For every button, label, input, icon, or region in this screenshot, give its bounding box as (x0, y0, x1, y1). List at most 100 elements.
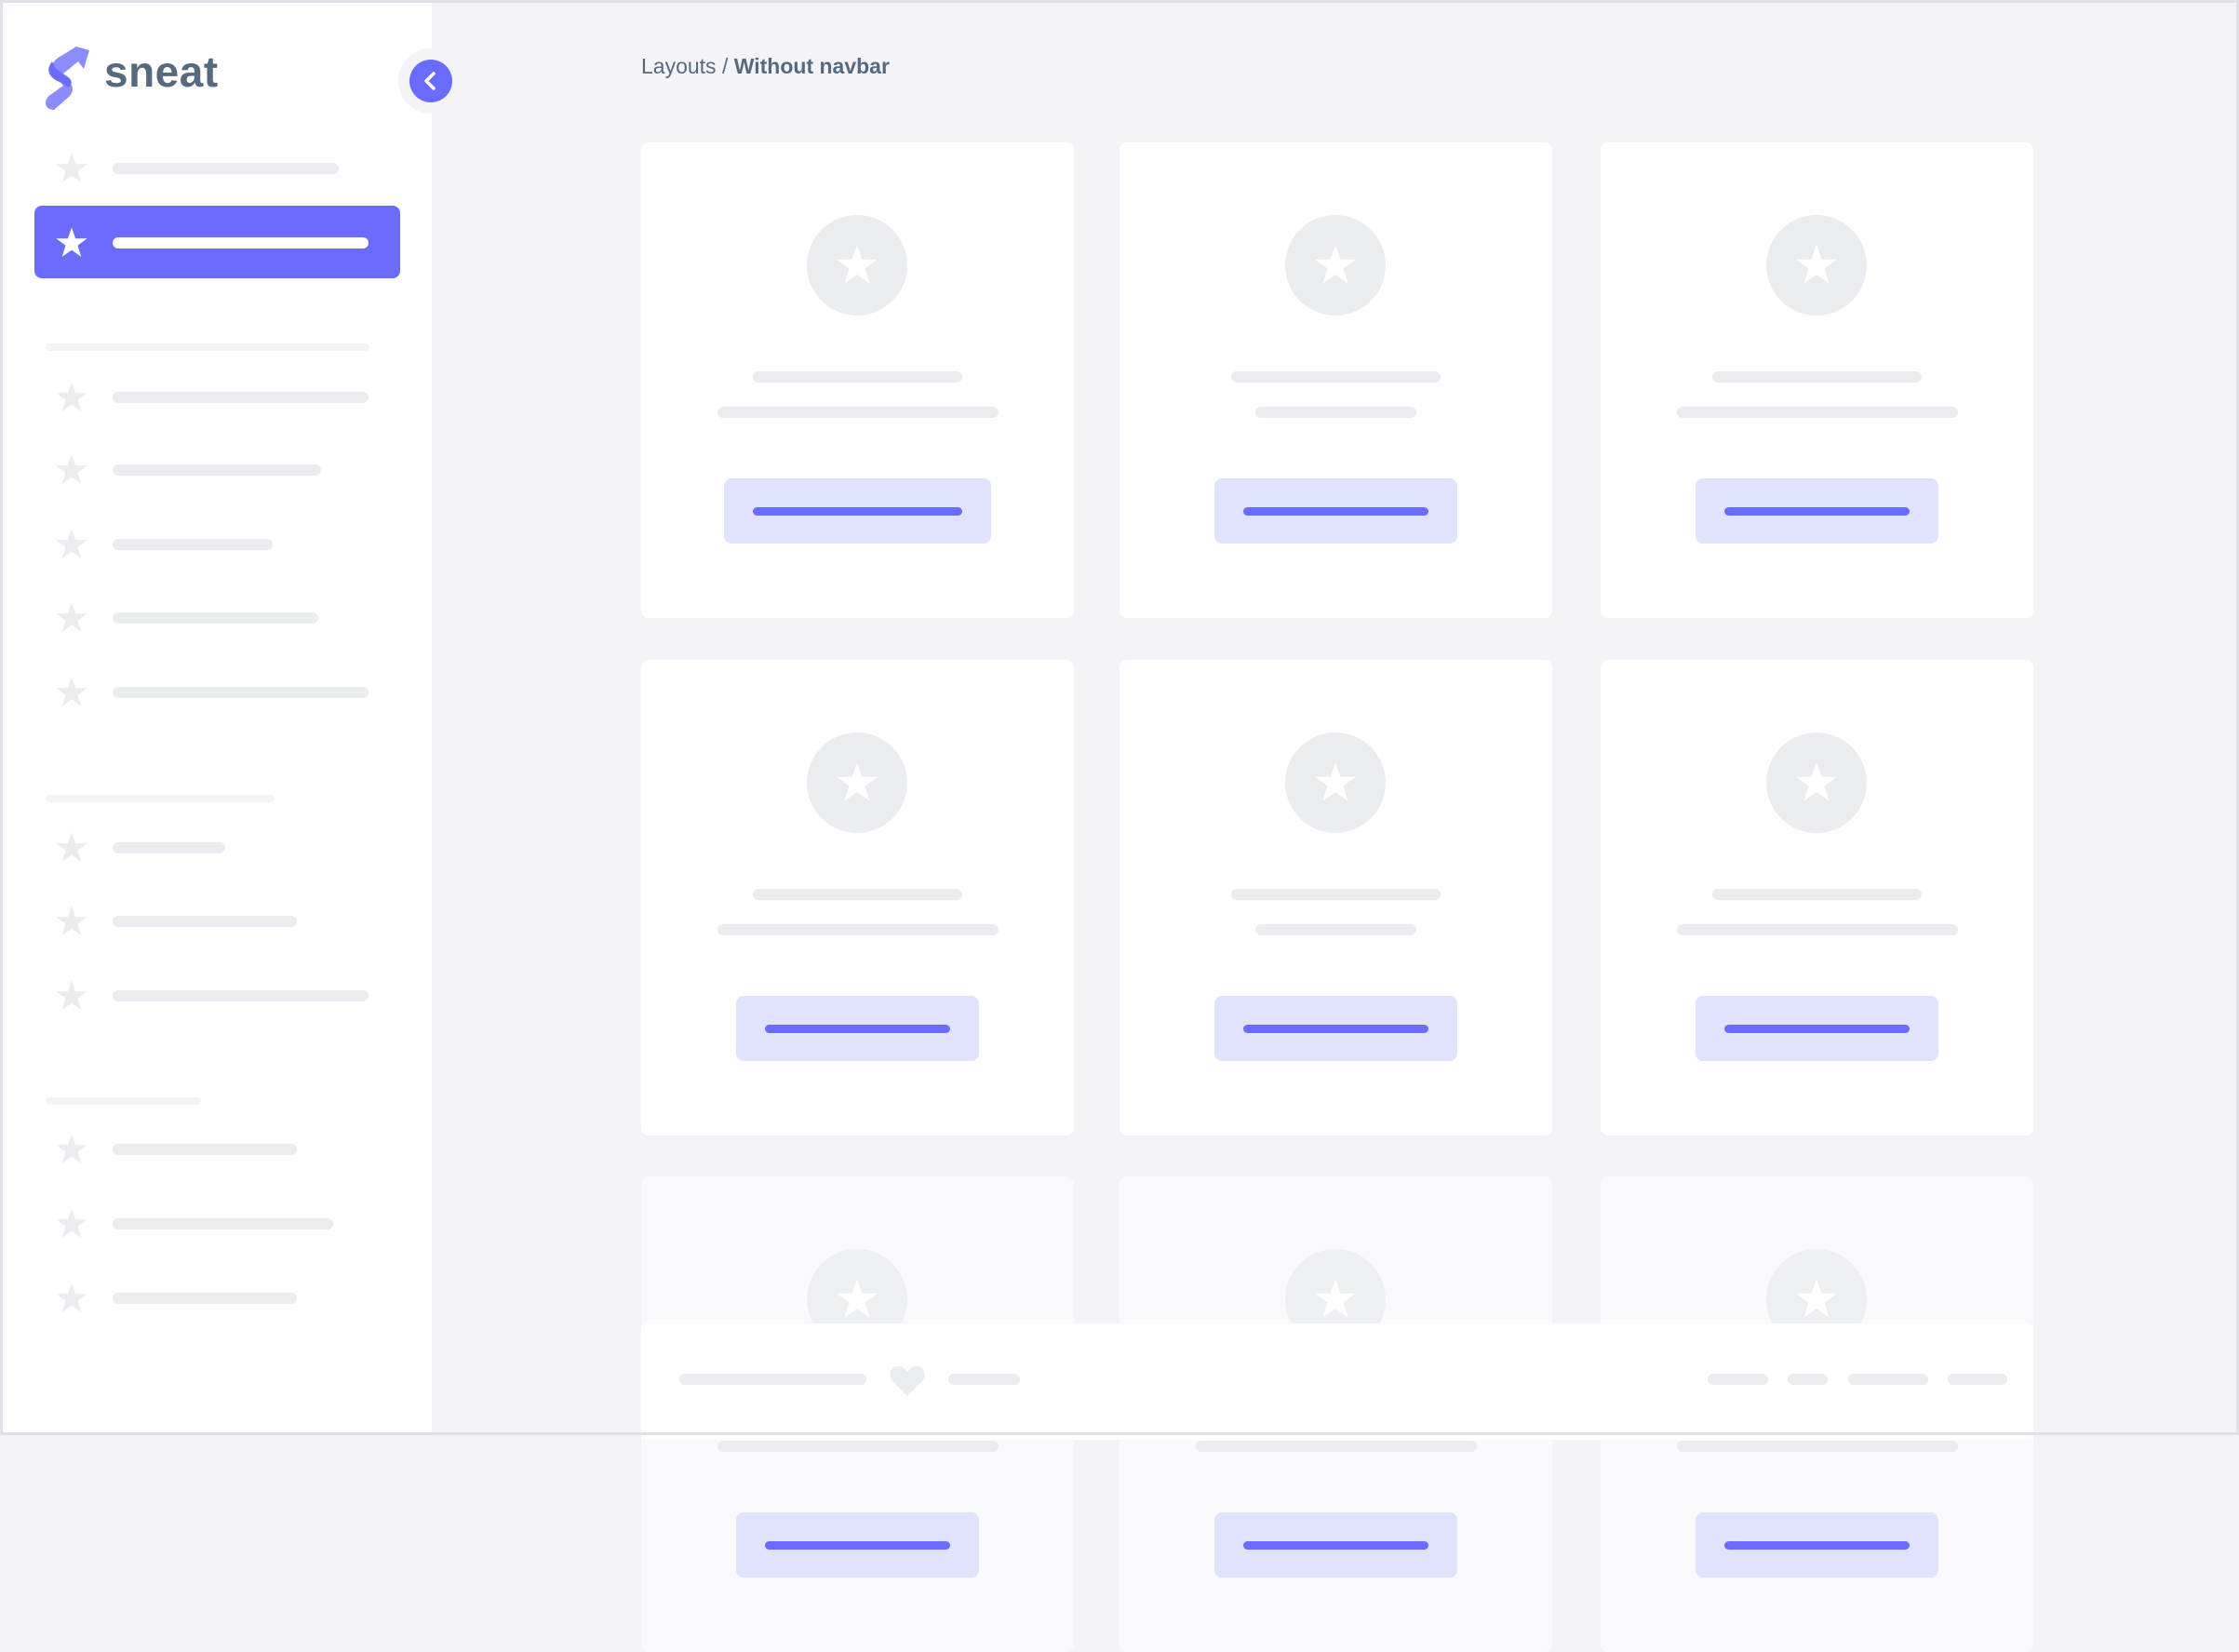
star-icon (834, 242, 880, 289)
card-text-placeholder (1676, 1441, 1958, 1452)
breadcrumb-parent[interactable]: Layouts (641, 54, 717, 78)
card-title-placeholder (753, 371, 962, 383)
footer (641, 1323, 2033, 1440)
card-button[interactable] (736, 1512, 979, 1578)
card (1601, 660, 2033, 1135)
card-button[interactable] (1214, 478, 1457, 544)
card (1120, 142, 1552, 618)
card-title-placeholder (753, 889, 962, 900)
sidebar: sneat (0, 0, 432, 1435)
heart-icon (890, 1365, 925, 1396)
card-avatar (1285, 732, 1386, 833)
sidebar-item-label-placeholder (113, 916, 297, 927)
sidebar-item-label-placeholder (113, 990, 369, 1001)
card-button-label-placeholder (1243, 507, 1428, 516)
card-button[interactable] (1696, 478, 1938, 544)
footer-text-placeholder (948, 1374, 1020, 1385)
card-text-placeholder (1195, 1441, 1477, 1452)
card-button[interactable] (724, 478, 991, 544)
card-button[interactable] (1696, 996, 1938, 1061)
card-button-label-placeholder (765, 1541, 950, 1550)
card (1120, 660, 1552, 1135)
sidebar-item-label-placeholder (113, 163, 339, 174)
card-text-placeholder (1255, 924, 1416, 935)
sidebar-item-label-placeholder (113, 539, 273, 550)
card-text-placeholder (717, 924, 999, 935)
star-icon (1793, 242, 1840, 289)
card-button-label-placeholder (1243, 1025, 1428, 1033)
card-button-label-placeholder (1724, 1025, 1910, 1033)
card-button[interactable] (1214, 996, 1457, 1061)
card-avatar (807, 215, 907, 316)
star-icon (54, 904, 89, 939)
card (641, 142, 1074, 618)
card-text-placeholder (1676, 407, 1958, 418)
card-title-placeholder (1712, 371, 1922, 383)
card-avatar (807, 732, 907, 833)
card-avatar (1285, 215, 1386, 316)
star-icon (1793, 759, 1840, 806)
star-icon (1312, 242, 1359, 289)
card-button-label-placeholder (753, 507, 962, 516)
sneat-logo-icon (46, 47, 89, 110)
sidebar-item-label-placeholder (113, 1293, 297, 1304)
card-text-placeholder (717, 407, 999, 418)
sidebar-item-label-placeholder (113, 842, 225, 853)
sidebar-item-label-placeholder (113, 392, 369, 403)
footer-text-placeholder (679, 1374, 866, 1385)
star-icon (54, 452, 89, 488)
sidebar-item-label-placeholder (113, 237, 369, 248)
star-icon (54, 1132, 89, 1167)
star-icon (54, 527, 89, 562)
star-icon (54, 380, 89, 415)
star-icon (54, 830, 89, 866)
section-header-placeholder (46, 343, 369, 351)
card-button[interactable] (1696, 1512, 1938, 1578)
star-icon (1312, 759, 1359, 806)
sidebar-item-label-placeholder (113, 1144, 297, 1155)
card-button-label-placeholder (1243, 1541, 1428, 1550)
card-button[interactable] (736, 996, 979, 1061)
card (1601, 142, 2033, 618)
footer-link[interactable] (1848, 1374, 1928, 1385)
star-icon (1312, 1276, 1359, 1323)
sidebar-item-label-placeholder (113, 1218, 333, 1229)
card-title-placeholder (1712, 889, 1922, 900)
footer-link[interactable] (1948, 1374, 2007, 1385)
card-avatar (1766, 215, 1867, 316)
card-title-placeholder (1231, 371, 1441, 383)
logo[interactable] (41, 43, 93, 112)
star-icon (834, 759, 880, 806)
card-button-label-placeholder (765, 1025, 950, 1033)
breadcrumb: Layouts / Without navbar (641, 54, 890, 79)
card-text-placeholder (717, 1441, 999, 1452)
star-icon (54, 151, 89, 186)
footer-link[interactable] (1788, 1374, 1828, 1385)
star-icon (834, 1276, 880, 1323)
sidebar-item-label-placeholder (113, 612, 318, 624)
star-icon (1793, 1276, 1840, 1323)
star-icon (54, 1206, 89, 1242)
breadcrumb-current: Without navbar (733, 54, 890, 78)
card-title-placeholder (1231, 889, 1441, 900)
brand-name: sneat (104, 47, 219, 96)
card-button-label-placeholder (1724, 507, 1910, 516)
breadcrumb-separator: / (716, 54, 734, 78)
chevron-left-icon (424, 72, 436, 90)
footer-link[interactable] (1708, 1374, 1768, 1385)
card-avatar (1766, 732, 1867, 833)
section-header-placeholder (46, 1097, 201, 1105)
sidebar-item-label-placeholder (113, 687, 369, 698)
star-icon (54, 600, 89, 636)
card (641, 660, 1074, 1135)
section-header-placeholder (46, 795, 275, 802)
star-icon (54, 675, 89, 710)
card-text-placeholder (1255, 407, 1416, 418)
star-icon (54, 1281, 89, 1316)
star-icon (54, 978, 89, 1014)
card-text-placeholder (1676, 924, 1958, 935)
card-button-label-placeholder (1724, 1541, 1910, 1550)
collapse-sidebar-button[interactable] (409, 60, 452, 102)
sidebar-item-label-placeholder (113, 464, 321, 476)
card-button[interactable] (1214, 1512, 1457, 1578)
